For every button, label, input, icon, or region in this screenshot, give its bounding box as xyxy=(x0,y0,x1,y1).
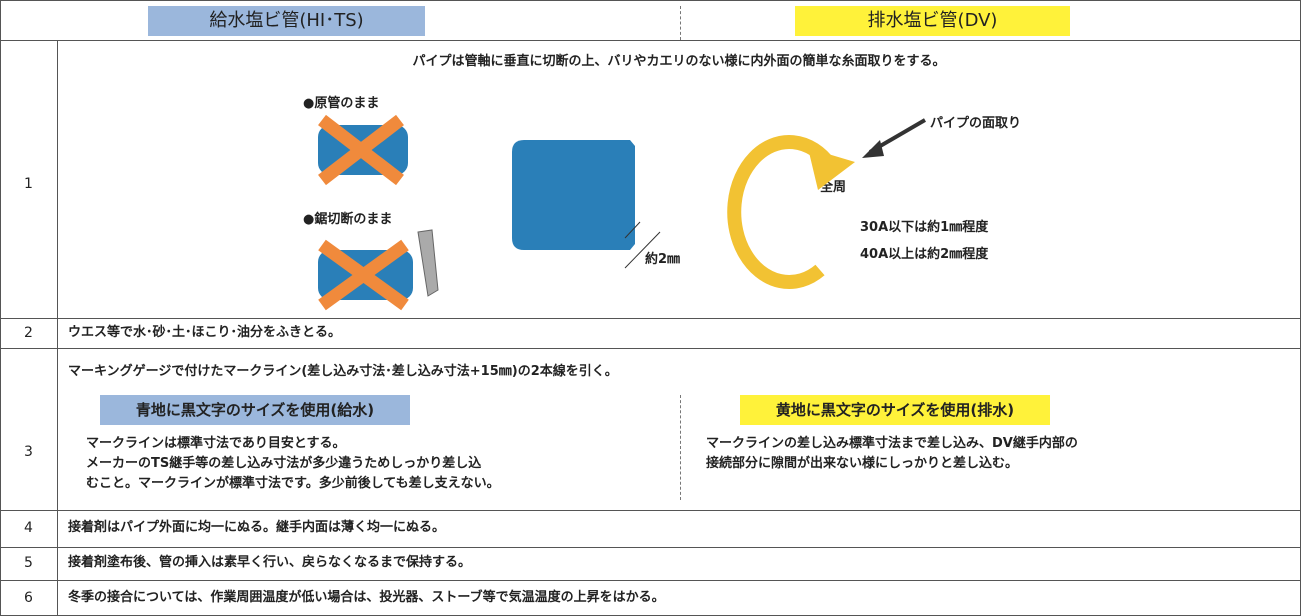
column-line xyxy=(57,40,58,616)
label: 40A以上は約2㎜程度 xyxy=(860,247,989,262)
supply-subheader: 青地に黒文字のサイズを使用(給水) xyxy=(100,395,410,425)
row-text: マーキングゲージで付けたマークライン(差し込み寸法･差し込み寸法+15㎜)の2本… xyxy=(68,364,618,379)
label: ●原管のまま xyxy=(303,96,380,111)
pipe-uncut xyxy=(318,114,408,186)
row-number: 3 xyxy=(24,444,33,460)
drain-header: 排水塩ビ管(DV) xyxy=(795,6,1070,36)
row-text: 冬季の接合については、作業周囲温度が低い場合は、投光器、ストーブ等で気温温度の上… xyxy=(68,590,665,605)
row-line xyxy=(0,580,1301,581)
drain-subheader: 黄地に黒文字のサイズを使用(排水) xyxy=(740,395,1050,425)
label: 全周 xyxy=(820,180,847,195)
supply-line: むこと。マークラインが標準寸法です。多少前後しても差し支えない。 xyxy=(86,476,500,491)
label: ●鋸切断のまま xyxy=(303,212,393,227)
row-number: 5 xyxy=(24,555,33,571)
row-text: ウエス等で水･砂･土･ほこり･油分をふきとる。 xyxy=(68,325,342,340)
row-text: パイプは管軸に垂直に切断の上、バリやカエリのない様に内外面の簡単な糸面取りをする… xyxy=(412,54,946,69)
drain-line: マークラインの差し込み標準寸法まで差し込み、DV継手内部の xyxy=(706,436,1078,451)
row-text: 接着剤塗布後、管の挿入は素早く行い、戻らなくなるまで保持する。 xyxy=(68,555,472,570)
row-line xyxy=(0,510,1301,511)
label: 30A以下は約1㎜程度 xyxy=(860,220,989,235)
pipe-chamfered xyxy=(512,140,661,269)
chamfer-ring xyxy=(727,118,927,289)
pipe-sawcut xyxy=(318,229,439,311)
supply-line: メーカーのTS継手等の差し込み寸法が多少違うためしっかり差し込 xyxy=(86,456,482,471)
drain-line: 接続部分に隙間が出来ない様にしっかりと差し込む。 xyxy=(706,456,1019,471)
label: パイプの面取り xyxy=(930,116,1022,131)
supply-line: マークラインは標準寸法であり目安とする。 xyxy=(86,436,346,451)
row-text: 接着剤はパイプ外面に均一にぬる。継手内面は薄く均一にぬる。 xyxy=(68,520,446,535)
row-number: 6 xyxy=(24,590,33,606)
row-number: 2 xyxy=(24,325,33,341)
row-line xyxy=(0,40,1301,41)
row-line xyxy=(0,547,1301,548)
section-divider xyxy=(680,395,681,500)
header-divider xyxy=(680,6,681,40)
row-line xyxy=(0,318,1301,319)
row-line xyxy=(0,348,1301,349)
supply-header: 給水塩ビ管(HI･TS) xyxy=(148,6,425,36)
row-number: 4 xyxy=(24,520,33,536)
row-number: 1 xyxy=(24,176,33,192)
label: 約2㎜ xyxy=(645,252,681,267)
